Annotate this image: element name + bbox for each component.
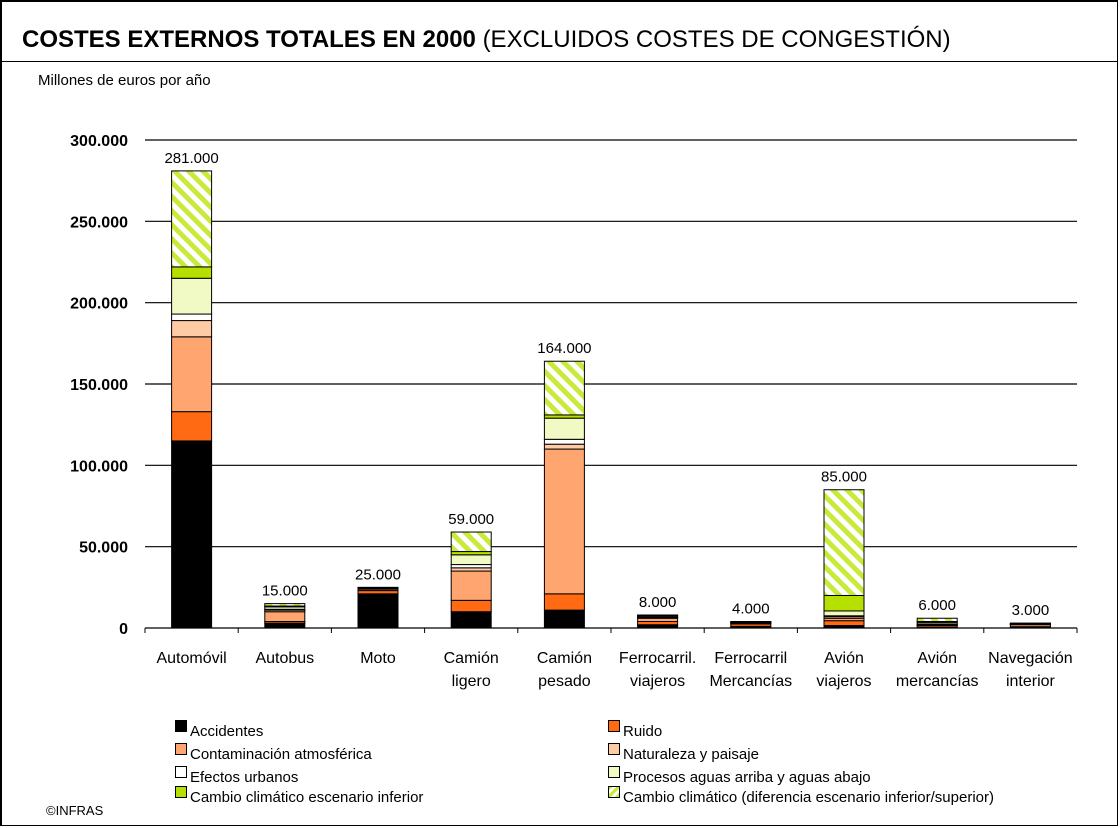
bar-segment-procesos	[171, 277, 213, 315]
y-tick-label: 300.000	[70, 133, 128, 150]
bar-segment-ruido	[543, 593, 585, 611]
x-tick-label: Ferrocarril	[714, 650, 787, 667]
y-tick-label: 250.000	[70, 214, 128, 231]
data-label-total: 8.000	[639, 594, 677, 611]
title-bold: COSTES EXTERNOS TOTALES EN 2000	[22, 26, 476, 53]
bar-segment-naturaleza	[543, 443, 585, 450]
bar-segment-accidentes	[357, 593, 399, 629]
x-tick-label-line2: ligero	[452, 673, 491, 690]
y-axis-unit-label: Millones de euros por año	[38, 72, 211, 89]
x-tick-label: Camión	[537, 650, 592, 667]
bar-segment-cambio-inferior	[637, 614, 679, 617]
bar-segment-procesos	[730, 620, 772, 623]
bar-segment-contaminacion	[171, 336, 213, 413]
chart-title: COSTES EXTERNOS TOTALES EN 2000 (EXCLUID…	[22, 26, 951, 54]
bar-segment-cambio-diferencia	[264, 603, 306, 607]
x-tick-label-line2: viajeros	[630, 673, 685, 690]
bar-segment-efectos-urbanos	[171, 313, 213, 322]
y-tick-label: 150.000	[70, 377, 128, 394]
x-tick-label-line2: pesado	[538, 673, 591, 690]
bar-segment-cambio-diferencia	[450, 531, 492, 553]
bar-segment-cambio-inferior	[171, 266, 213, 279]
x-tick-label: Moto	[360, 650, 396, 667]
bar-segment-naturaleza	[171, 320, 213, 338]
x-tick-label: Autobus	[255, 650, 314, 667]
bar-segment-efectos-urbanos	[543, 438, 585, 445]
x-tick-label-line2: mercancías	[896, 673, 979, 690]
bar-segment-cambio-inferior	[357, 586, 399, 589]
data-label-total: 15.000	[262, 583, 308, 600]
bar-segment-accidentes	[171, 440, 213, 629]
x-tick-label: Avión	[917, 650, 957, 667]
bar-segment-procesos	[823, 610, 865, 617]
title-normal: (EXCLUIDOS COSTES DE CONGESTIÓN)	[482, 26, 951, 53]
bar-segment-cambio-diferencia	[916, 617, 958, 622]
bar-segment-accidentes	[264, 622, 306, 629]
bar-segment-ruido	[450, 599, 492, 613]
bar-segment-contaminacion	[543, 448, 585, 595]
data-label-total: 4.000	[732, 600, 770, 617]
bar-segment-cambio-diferencia	[1009, 622, 1051, 625]
bar-segment-cambio-diferencia	[543, 360, 585, 416]
data-label-total: 281.000	[164, 150, 218, 167]
y-tick-label: 0	[119, 621, 128, 638]
data-label-total: 25.000	[355, 566, 401, 583]
bar-segment-cambio-diferencia	[171, 170, 213, 268]
data-label-total: 3.000	[1012, 602, 1050, 619]
bar-segment-procesos	[450, 554, 492, 566]
bar-segment-contaminacion	[264, 611, 306, 622]
x-tick-label-line2: interior	[1006, 673, 1056, 690]
bar-segment-cambio-diferencia	[823, 489, 865, 596]
x-tick-label: Navegación	[988, 650, 1073, 667]
x-tick-label: Avión	[824, 650, 864, 667]
bar-segment-procesos	[543, 417, 585, 440]
data-label-total: 164.000	[537, 340, 591, 357]
bar-segment-accidentes	[450, 611, 492, 629]
title-divider	[0, 61, 1118, 62]
x-tick-label: Ferrocarril.	[619, 650, 696, 667]
bar-segment-ruido	[171, 411, 213, 442]
x-tick-label: Automóvil	[156, 650, 226, 667]
y-tick-label: 200.000	[70, 296, 128, 313]
y-tick-label: 50.000	[79, 540, 128, 557]
y-tick-label: 100.000	[70, 458, 128, 475]
x-tick-label: Camión	[444, 650, 499, 667]
bar-segment-accidentes	[543, 609, 585, 629]
bar-segment-cambio-inferior	[823, 594, 865, 612]
bar-segment-contaminacion	[450, 570, 492, 601]
data-label-total: 59.000	[448, 511, 494, 528]
copyright-label: ©INFRAS	[46, 803, 104, 818]
data-label-total: 6.000	[918, 597, 956, 614]
x-tick-label-line2: Mercancías	[709, 673, 792, 690]
bar-segment-ruido	[823, 620, 865, 627]
x-tick-label-line2: viajeros	[816, 673, 871, 690]
data-label-total: 85.000	[821, 469, 867, 486]
